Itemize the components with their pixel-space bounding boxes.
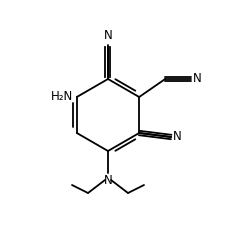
Text: N: N bbox=[104, 29, 112, 42]
Text: N: N bbox=[173, 130, 182, 144]
Text: N: N bbox=[104, 174, 112, 187]
Text: H₂N: H₂N bbox=[51, 90, 73, 103]
Text: N: N bbox=[193, 72, 202, 86]
